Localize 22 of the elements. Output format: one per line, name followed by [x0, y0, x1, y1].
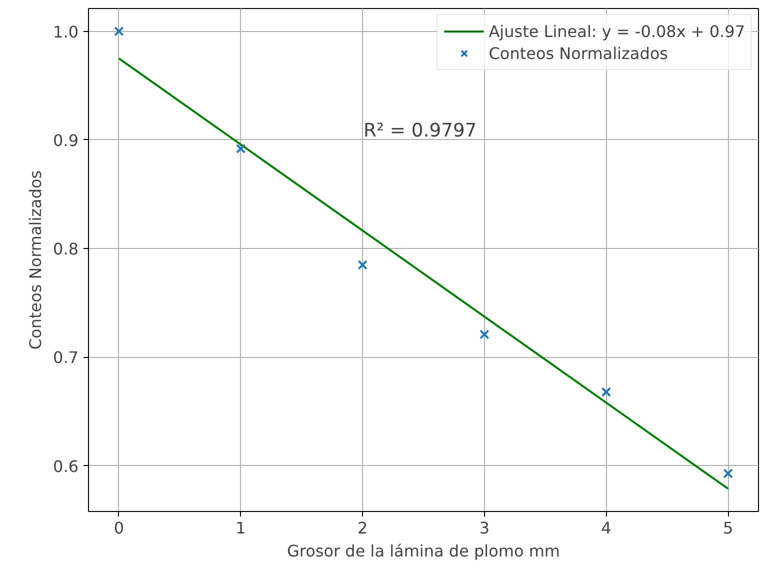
point	[601, 387, 612, 397]
point	[236, 144, 246, 154]
y-axis-title: Conteos Normalizados	[26, 170, 46, 350]
y-tick-label: 1.0	[53, 22, 79, 42]
point	[480, 330, 490, 340]
annotation: R² = 0.9797	[364, 120, 477, 142]
x-axis-title: Grosor de la lámina de plomo mm	[286, 542, 560, 560]
y-tick-label: 0.9	[53, 130, 79, 150]
y-tick-label: 0.8	[53, 240, 79, 259]
legend-label: Ajuste Lineal: y = -0.08x + 0.97	[488, 22, 745, 40]
x-tick-label: 3	[479, 518, 490, 538]
x-tick-label: 5	[722, 518, 734, 538]
legend-label: Conteos Normalizados	[488, 44, 668, 62]
y-tick-label: 0.7	[53, 348, 79, 368]
x-tick-label: 2	[358, 518, 368, 538]
point	[114, 26, 124, 36]
x-tick-label: 1	[236, 518, 246, 538]
point	[358, 260, 368, 270]
x-tick-label: 0	[114, 518, 124, 538]
x-tick-label: 4	[601, 518, 612, 538]
point	[723, 468, 733, 478]
y-tick-label: 0.6	[53, 456, 79, 476]
